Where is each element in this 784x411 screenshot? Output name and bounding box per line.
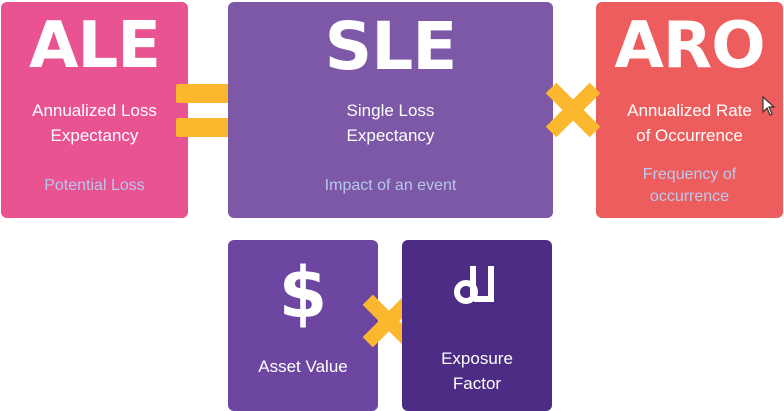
dollar-icon: $ xyxy=(278,252,328,334)
asset-value-box: $ Asset Value xyxy=(228,240,378,411)
sle-term: Single Loss Expectancy xyxy=(346,101,435,145)
equals-icon xyxy=(176,82,238,142)
ale-description: Potential Loss xyxy=(44,177,145,194)
percent-down-icon xyxy=(452,262,508,308)
exposure-factor-box: Exposure Factor xyxy=(402,240,552,411)
ale-box: ALE Annualized Loss Expectancy Potential… xyxy=(1,2,188,218)
multiply-icon xyxy=(545,82,601,138)
sle-description: Impact of an event xyxy=(324,177,457,194)
aro-acronym: ARO xyxy=(614,9,765,83)
mouse-pointer-icon xyxy=(762,96,776,116)
sle-acronym: SLE xyxy=(324,8,458,85)
ale-acronym: ALE xyxy=(28,9,161,83)
asset-value-label: Asset Value xyxy=(258,357,348,376)
aro-box: ARO Annualized Rate of Occurrence Freque… xyxy=(596,2,783,218)
aro-term: Annualized Rate of Occurrence xyxy=(627,101,752,145)
sle-box: SLE Single Loss Expectancy Impact of an … xyxy=(228,2,553,218)
aro-description: Frequency of occurrence xyxy=(642,166,737,205)
exposure-factor-label: Exposure Factor xyxy=(441,349,513,393)
ale-term: Annualized Loss Expectancy xyxy=(32,101,157,145)
